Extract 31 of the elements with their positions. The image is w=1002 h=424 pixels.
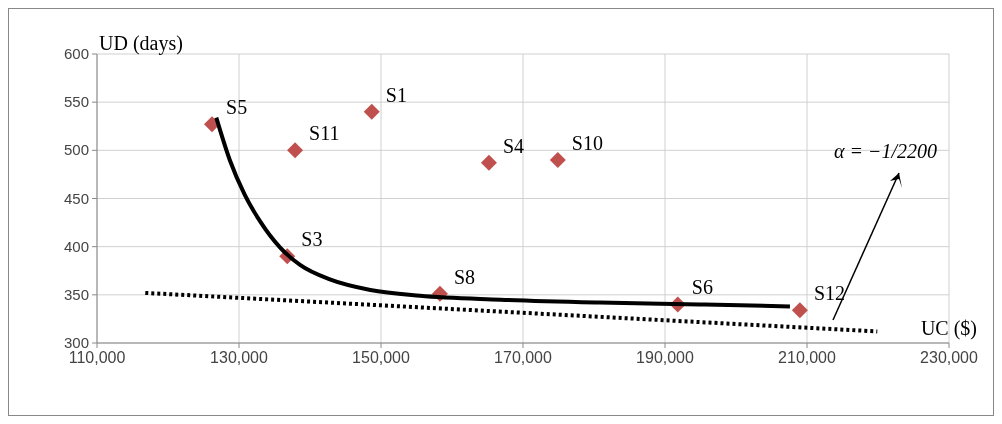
y-axis-title: UD (days) (99, 32, 183, 55)
point (549, 151, 566, 168)
annotation: S5 (226, 96, 248, 119)
annotation: S1 (385, 83, 407, 106)
annotation: S10 (571, 131, 603, 154)
x-tick-label: 170,000 (494, 349, 553, 366)
annotation: S3 (301, 228, 323, 251)
y-tick-label: 450 (63, 189, 89, 207)
point (363, 103, 380, 120)
x-tick-label: 230,000 (920, 349, 979, 366)
x-tick-label: 210,000 (778, 349, 837, 366)
y-tick-label: 300 (63, 334, 89, 351)
y-tick-label: 550 (63, 93, 89, 111)
annotation: S8 (453, 265, 476, 288)
point (791, 302, 808, 319)
point (287, 142, 304, 159)
y-tick-label: 600 (63, 45, 89, 62)
y-tick-label: 350 (63, 285, 89, 303)
y-tick-label: 500 (63, 141, 89, 159)
annotation: S12 (813, 282, 846, 305)
point (480, 154, 497, 171)
y-tick-label: 400 (63, 237, 89, 255)
annotation: S6 (691, 276, 713, 299)
x-tick-label: 190,000 (636, 349, 695, 366)
x-tick-label: 110,000 (68, 349, 126, 366)
x-tick-label: 130,000 (210, 349, 269, 366)
x-axis-title: UC ($) (920, 317, 977, 340)
x-tick-label: 150,000 (352, 349, 411, 366)
annotation: S11 (309, 122, 340, 145)
annotation: S4 (502, 134, 525, 157)
annotation: α = −1/2200 (834, 140, 938, 162)
